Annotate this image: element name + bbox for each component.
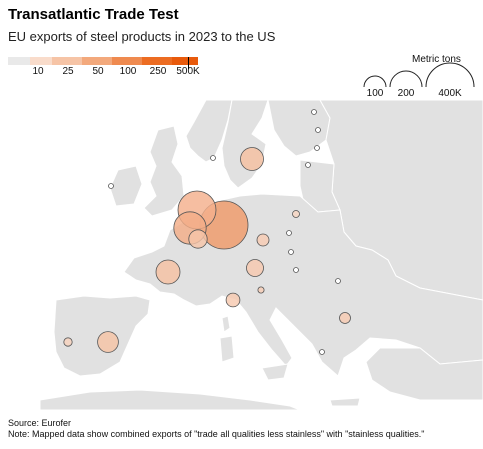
bubble-france bbox=[155, 259, 181, 285]
color-legend-swatch-5 bbox=[142, 57, 172, 65]
color-legend-tick-label: 25 bbox=[62, 66, 74, 77]
size-legend: 100 200 400K bbox=[360, 60, 480, 102]
color-legend-tick-label: 250 bbox=[149, 66, 167, 77]
bubble-czechia bbox=[256, 233, 270, 247]
map-svg bbox=[39, 99, 483, 411]
color-legend-swatch-6 bbox=[172, 57, 198, 65]
color-legend-swatch-0 bbox=[8, 57, 30, 65]
bubble-italy bbox=[225, 292, 241, 308]
bubble-lithuania bbox=[305, 162, 311, 168]
size-legend-label-400: 400K bbox=[438, 88, 462, 99]
size-legend-arc-400 bbox=[425, 62, 475, 88]
bubble-austria bbox=[246, 259, 264, 277]
color-legend-tick-label: 500K bbox=[176, 66, 200, 77]
color-legend-tick-label: 100 bbox=[119, 66, 137, 77]
size-legend-label-200: 200 bbox=[397, 88, 415, 99]
land-sicily bbox=[261, 363, 289, 381]
bubble-finland bbox=[311, 109, 317, 115]
europe-map bbox=[0, 99, 483, 411]
land-masses bbox=[39, 99, 483, 411]
size-legend-label-100: 100 bbox=[366, 88, 384, 99]
color-legend-swatch-3 bbox=[82, 57, 112, 65]
color-legend-swatch-2 bbox=[52, 57, 82, 65]
bubble-estonia bbox=[315, 127, 321, 133]
land-finland bbox=[267, 99, 331, 157]
color-legend-max-tick bbox=[188, 57, 189, 69]
bubble-hungary bbox=[288, 249, 294, 255]
bubble-portugal bbox=[63, 337, 73, 347]
bubble-spain bbox=[97, 331, 119, 353]
color-legend-bar bbox=[8, 57, 198, 65]
chart-title: Transatlantic Trade Test bbox=[8, 6, 179, 23]
bubble-greece bbox=[319, 349, 325, 355]
bubble-sweden bbox=[240, 147, 264, 171]
footnote: Note: Mapped data show combined exports … bbox=[8, 429, 425, 439]
color-legend-tick-label: 10 bbox=[32, 66, 44, 77]
size-legend-arc-200 bbox=[389, 70, 423, 88]
bubble-ireland bbox=[108, 183, 114, 189]
size-legend-arc-100 bbox=[363, 75, 387, 88]
chart-subtitle: EU exports of steel products in 2023 to … bbox=[8, 29, 276, 44]
color-legend-tick-label: 50 bbox=[92, 66, 104, 77]
land-turkey bbox=[365, 347, 483, 401]
color-legend-swatch-1 bbox=[30, 57, 52, 65]
land-north-africa bbox=[39, 389, 301, 411]
size-legend-arcs bbox=[363, 62, 475, 88]
export-bubbles bbox=[63, 109, 351, 355]
land-sardinia bbox=[219, 335, 235, 363]
bubble-croatia bbox=[293, 267, 299, 273]
bubble-romania bbox=[339, 312, 351, 324]
land-crete bbox=[329, 397, 361, 407]
land-corsica bbox=[221, 315, 231, 333]
bubble-slovenia bbox=[257, 286, 265, 294]
bubble-luxembourg bbox=[188, 229, 208, 249]
bubble-slovakia bbox=[286, 230, 292, 236]
source-note: Source: Eurofer bbox=[8, 418, 72, 428]
bubble-bulgaria bbox=[335, 278, 341, 284]
bubble-poland bbox=[292, 210, 300, 218]
bubble-latvia bbox=[314, 145, 320, 151]
land-great-britain bbox=[143, 125, 185, 217]
land-ireland bbox=[109, 165, 143, 207]
size-legend-title: Metric tons bbox=[412, 54, 461, 65]
bubble-denmark bbox=[210, 155, 216, 161]
color-legend-swatch-4 bbox=[112, 57, 142, 65]
